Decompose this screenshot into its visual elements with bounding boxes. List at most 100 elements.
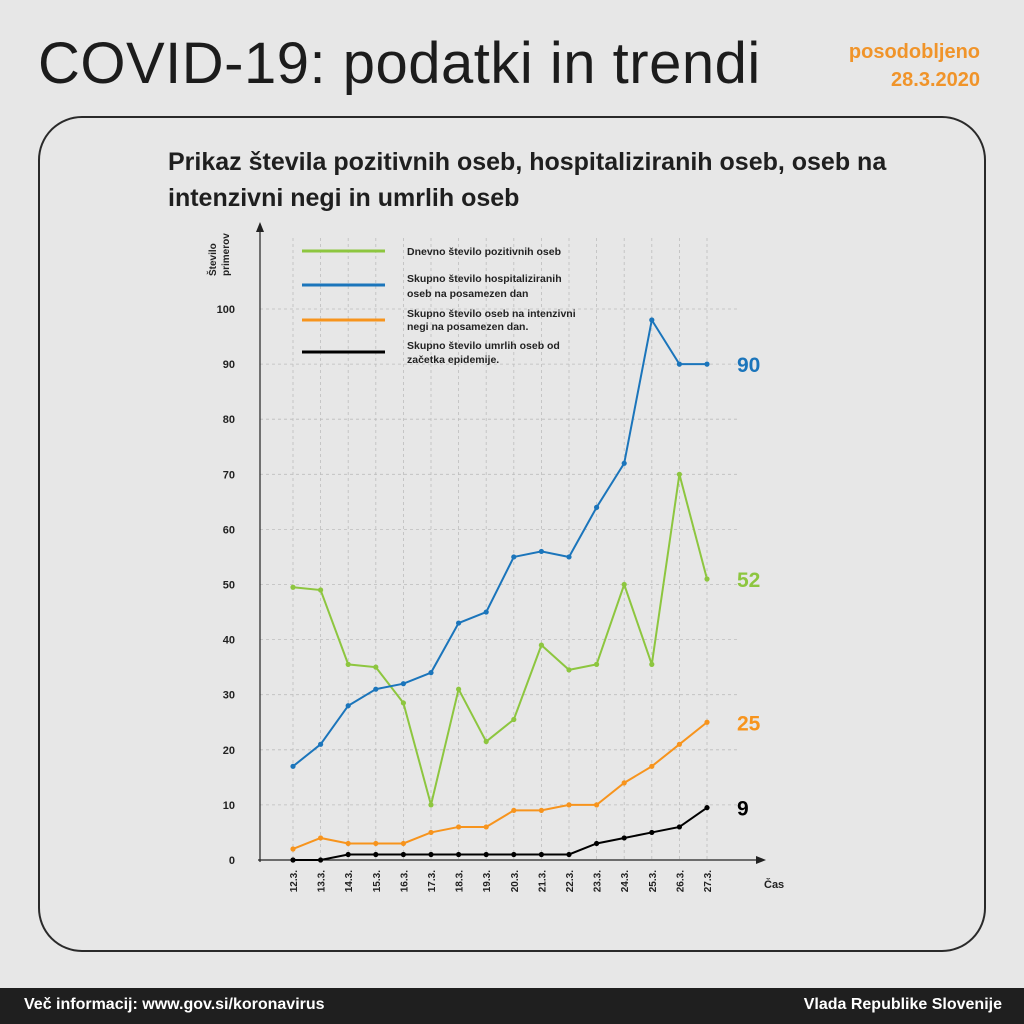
data-point-icu — [290, 846, 296, 852]
data-point-positive — [345, 661, 351, 667]
data-point-deaths — [594, 840, 600, 847]
data-point-deaths — [538, 851, 545, 858]
end-label-icu: 25 — [737, 712, 761, 735]
data-point-positive — [373, 664, 379, 670]
x-tick-label: 21.3. — [537, 870, 548, 892]
y-axis-label-line1: Število — [206, 243, 219, 276]
data-point-positive — [511, 716, 517, 723]
data-point-deaths — [676, 824, 683, 830]
x-tick-label: 12.3. — [289, 870, 300, 892]
y-tick-label: 70 — [223, 469, 235, 481]
x-tick-label: 14.3. — [344, 870, 355, 892]
data-point-icu — [318, 835, 324, 841]
chart-card — [38, 116, 986, 952]
data-point-deaths — [318, 857, 324, 863]
y-tick-label: 40 — [223, 635, 235, 647]
data-point-deaths — [373, 851, 379, 858]
y-tick-label: 0 — [229, 855, 235, 867]
data-point-icu — [400, 840, 406, 847]
footer-government: Vlada Republike Slovenije — [803, 996, 1002, 1013]
data-point-hospitalized — [428, 670, 434, 676]
y-tick-label: 80 — [223, 414, 235, 426]
data-point-deaths — [566, 851, 572, 858]
data-point-icu — [538, 807, 545, 814]
y-tick-label: 30 — [223, 690, 235, 702]
data-point-hospitalized — [483, 609, 489, 615]
series-line-icu — [292, 721, 708, 850]
end-label-positive: 52 — [737, 569, 760, 592]
y-axis-arrow — [256, 222, 264, 232]
legend-label-positive: Dnevno število pozitivnih oseb — [407, 246, 561, 258]
x-tick-label: 15.3. — [372, 870, 383, 892]
x-tick-label: 26.3. — [675, 870, 686, 892]
data-point-positive — [621, 581, 627, 588]
data-point-hospitalized — [345, 703, 351, 709]
data-point-hospitalized — [704, 361, 710, 367]
data-point-icu — [345, 840, 351, 847]
data-point-icu — [428, 829, 434, 836]
y-tick-label: 10 — [223, 800, 235, 812]
series-line-hospitalized — [292, 317, 707, 768]
legend-label-hospitalized: Skupno število hospitaliziranih — [407, 273, 562, 285]
chart-title: Prikaz števila pozitivnih oseb, hospital… — [168, 148, 887, 212]
x-tick-label: 24.3. — [620, 870, 631, 892]
data-point-icu — [483, 824, 489, 830]
footer-info-link[interactable]: Več informacij: www.gov.si/koronavirus — [24, 996, 325, 1013]
legend-label-deaths: začetka epidemije. — [407, 354, 499, 366]
y-axis-label-line2: primerov — [221, 233, 232, 276]
data-point-icu — [456, 824, 462, 830]
data-point-icu — [649, 763, 655, 769]
x-tick-label: 13.3. — [317, 870, 328, 892]
updated-label: posodobljeno — [848, 41, 980, 63]
legend-label-icu: Skupno število oseb na intenzivni — [407, 308, 576, 320]
footer-bar: Več informacij: www.gov.si/koronavirus V… — [0, 988, 1024, 1024]
x-tick-label: 16.3. — [399, 870, 410, 892]
data-point-positive — [400, 700, 406, 706]
data-point-icu — [594, 802, 600, 808]
data-point-positive — [594, 661, 600, 667]
data-point-icu — [621, 780, 627, 786]
data-point-deaths — [483, 851, 489, 858]
y-tick-label: 50 — [223, 580, 235, 592]
series-line-positive — [292, 474, 708, 806]
data-point-positive — [676, 471, 683, 477]
x-tick-label: 17.3. — [427, 870, 438, 892]
data-point-positive — [318, 587, 324, 593]
data-point-positive — [428, 802, 434, 808]
y-tick-label: 20 — [223, 745, 235, 757]
data-point-hospitalized — [456, 620, 462, 626]
data-point-positive — [704, 576, 710, 582]
data-point-icu — [704, 719, 710, 725]
data-point-hospitalized — [676, 361, 683, 367]
data-point-hospitalized — [290, 763, 296, 769]
data-point-deaths — [621, 835, 627, 841]
x-tick-label: 19.3. — [482, 870, 493, 892]
y-tick-label: 100 — [217, 304, 235, 316]
data-point-positive — [483, 738, 489, 745]
x-axis-label: Čas — [764, 878, 784, 891]
x-tick-label: 27.3. — [703, 870, 714, 892]
data-point-positive — [649, 661, 655, 667]
series-line-deaths — [293, 806, 708, 861]
data-point-positive — [456, 686, 462, 692]
update-date: posodobljeno 28.3.2020 — [849, 38, 980, 94]
data-point-hospitalized — [373, 686, 379, 692]
data-point-hospitalized — [594, 504, 600, 510]
x-tick-label: 25.3. — [648, 870, 659, 892]
data-point-deaths — [704, 805, 710, 811]
x-tick-label: 22.3. — [565, 870, 576, 892]
data-point-hospitalized — [538, 548, 545, 555]
data-point-positive — [566, 667, 572, 673]
data-point-icu — [373, 840, 379, 847]
page-title: COVID-19: podatki in trendi — [38, 31, 761, 96]
y-tick-label: 60 — [223, 524, 235, 536]
data-point-deaths — [345, 851, 351, 858]
data-point-icu — [676, 741, 683, 747]
data-point-icu — [566, 802, 572, 808]
data-point-deaths — [649, 829, 655, 836]
x-tick-label: 23.3. — [593, 870, 604, 892]
data-point-hospitalized — [621, 460, 627, 466]
data-point-positive — [290, 584, 296, 590]
data-point-icu — [511, 807, 517, 814]
